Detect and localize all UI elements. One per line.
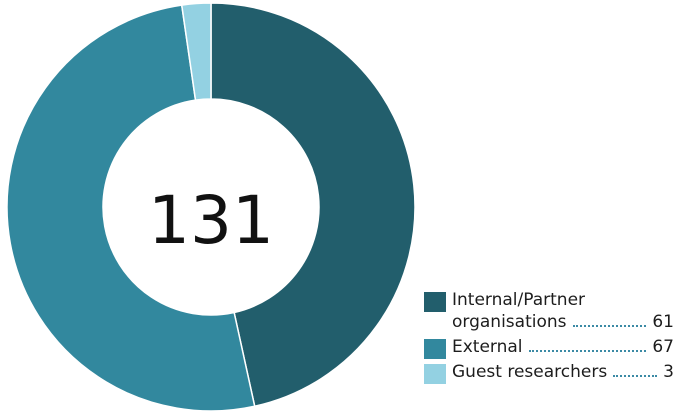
donut-slice-internal-partner (210, 2, 416, 408)
legend-leader-dots (613, 375, 658, 377)
donut-slice-guest-researchers (180, 2, 212, 101)
legend-label-line: External (452, 337, 523, 357)
legend-item-internal-partner: Internal/Partner organisations 61 (424, 289, 674, 333)
legend-swatch (424, 364, 446, 384)
legend-value: 67 (652, 337, 674, 357)
donut-slice-external (6, 4, 256, 412)
legend-swatch (424, 292, 446, 312)
legend-swatch (424, 339, 446, 359)
donut-center-total: 131 (148, 182, 274, 259)
legend-label-line: Guest researchers (452, 362, 608, 382)
legend-label-line: organisations (452, 312, 567, 332)
legend-item-external: External 67 (424, 336, 674, 359)
chart-legend: Internal/Partner organisations 61 Extern… (424, 289, 674, 384)
legend-leader-dots (528, 350, 647, 352)
legend-item-guest-researchers: Guest researchers 3 (424, 361, 674, 384)
legend-leader-dots (572, 325, 647, 327)
legend-value: 3 (663, 362, 674, 382)
donut-slices (6, 2, 416, 412)
legend-label-line: Internal/Partner (452, 290, 586, 310)
legend-value: 61 (652, 312, 674, 332)
